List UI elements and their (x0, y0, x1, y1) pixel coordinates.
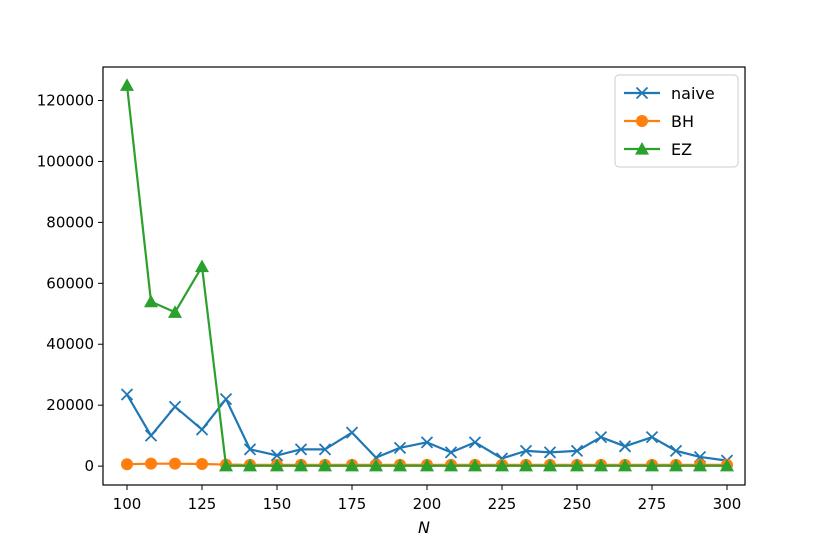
data-point-EZ (618, 458, 632, 472)
legend-marker (635, 86, 649, 100)
data-point-EZ (393, 458, 407, 472)
data-point-naive (219, 392, 233, 406)
data-point-naive (393, 441, 407, 454)
data-point-naive (570, 444, 584, 458)
x-axis: 100 125 150 175 200 225 250 275 300 (113, 485, 742, 513)
legend-label: EZ (671, 140, 692, 159)
data-point-EZ (345, 458, 359, 472)
data-point-naive (420, 436, 434, 449)
data-point-naive (543, 446, 557, 459)
x-tick-label: 275 (638, 495, 667, 513)
data-point-EZ (270, 458, 284, 472)
legend: naive BH EZ (614, 74, 739, 168)
y-tick-label: 120000 (37, 92, 94, 110)
legend-item-EZ: EZ (624, 140, 692, 159)
data-point-BH (169, 457, 181, 470)
x-tick-label: 225 (488, 495, 517, 513)
data-point-EZ (693, 458, 707, 472)
legend-marker (636, 115, 648, 127)
data-point-naive (618, 440, 632, 453)
data-point-EZ (369, 458, 383, 472)
data-point-EZ (318, 458, 332, 472)
data-point-EZ (195, 259, 209, 273)
data-point-EZ (720, 458, 734, 472)
x-tick-label: 150 (263, 495, 292, 513)
x-tick-label: 100 (113, 495, 142, 513)
data-point-naive (594, 431, 608, 444)
data-point-naive (270, 449, 284, 462)
x-tick-label: 175 (338, 495, 367, 513)
series-naive (120, 388, 734, 467)
data-point-EZ (645, 458, 659, 472)
data-point-EZ (168, 305, 182, 318)
x-tick-label: 125 (188, 495, 217, 513)
data-point-naive (168, 400, 182, 413)
y-tick-label: 80000 (46, 213, 94, 231)
y-tick-label: 100000 (37, 152, 94, 170)
data-point-EZ (543, 458, 557, 472)
data-point-EZ (570, 458, 584, 472)
data-point-EZ (519, 458, 533, 472)
data-point-EZ (120, 78, 134, 91)
data-point-EZ (294, 458, 308, 472)
data-point-naive (120, 388, 134, 401)
data-point-naive (669, 444, 683, 458)
data-point-BH (196, 457, 208, 470)
data-point-EZ (444, 458, 458, 472)
series-line-naive (126, 393, 728, 462)
y-axis: 0 20000 40000 60000 80000 100000 120000 (37, 92, 103, 475)
series-layer (120, 78, 734, 472)
data-point-EZ (420, 458, 434, 472)
x-tick-label: 300 (713, 495, 742, 513)
data-point-naive (144, 429, 158, 442)
data-point-EZ (495, 458, 509, 472)
data-point-naive (195, 423, 209, 436)
x-axis-label: N (418, 518, 430, 537)
y-tick-label: 20000 (46, 396, 94, 414)
data-point-naive (345, 426, 359, 439)
data-point-naive (645, 431, 659, 444)
x-tick-label: 250 (563, 495, 592, 513)
series-EZ (120, 78, 734, 472)
y-tick-label: 0 (84, 457, 94, 475)
data-point-BH (121, 458, 133, 471)
data-point-EZ (243, 458, 257, 472)
plot-frame (102, 66, 746, 486)
data-point-naive (519, 444, 533, 458)
legend-item-naive: naive (624, 84, 715, 103)
y-tick-label: 60000 (46, 274, 94, 292)
data-point-BH (145, 457, 157, 470)
y-tick-label: 40000 (46, 335, 94, 353)
x-tick-label: 200 (413, 495, 442, 513)
legend-item-BH: BH (624, 112, 694, 131)
data-point-EZ (219, 458, 233, 472)
data-point-EZ (669, 458, 683, 472)
data-point-EZ (468, 458, 482, 472)
data-point-naive (294, 443, 308, 456)
legend-label: BH (671, 112, 694, 131)
data-point-naive (243, 443, 257, 456)
data-point-EZ (144, 294, 158, 308)
legend-label: naive (671, 84, 715, 103)
legend-marker (635, 142, 649, 155)
data-point-naive (468, 436, 482, 449)
data-point-EZ (594, 458, 608, 472)
data-point-naive (444, 446, 458, 459)
data-point-naive (318, 443, 332, 456)
